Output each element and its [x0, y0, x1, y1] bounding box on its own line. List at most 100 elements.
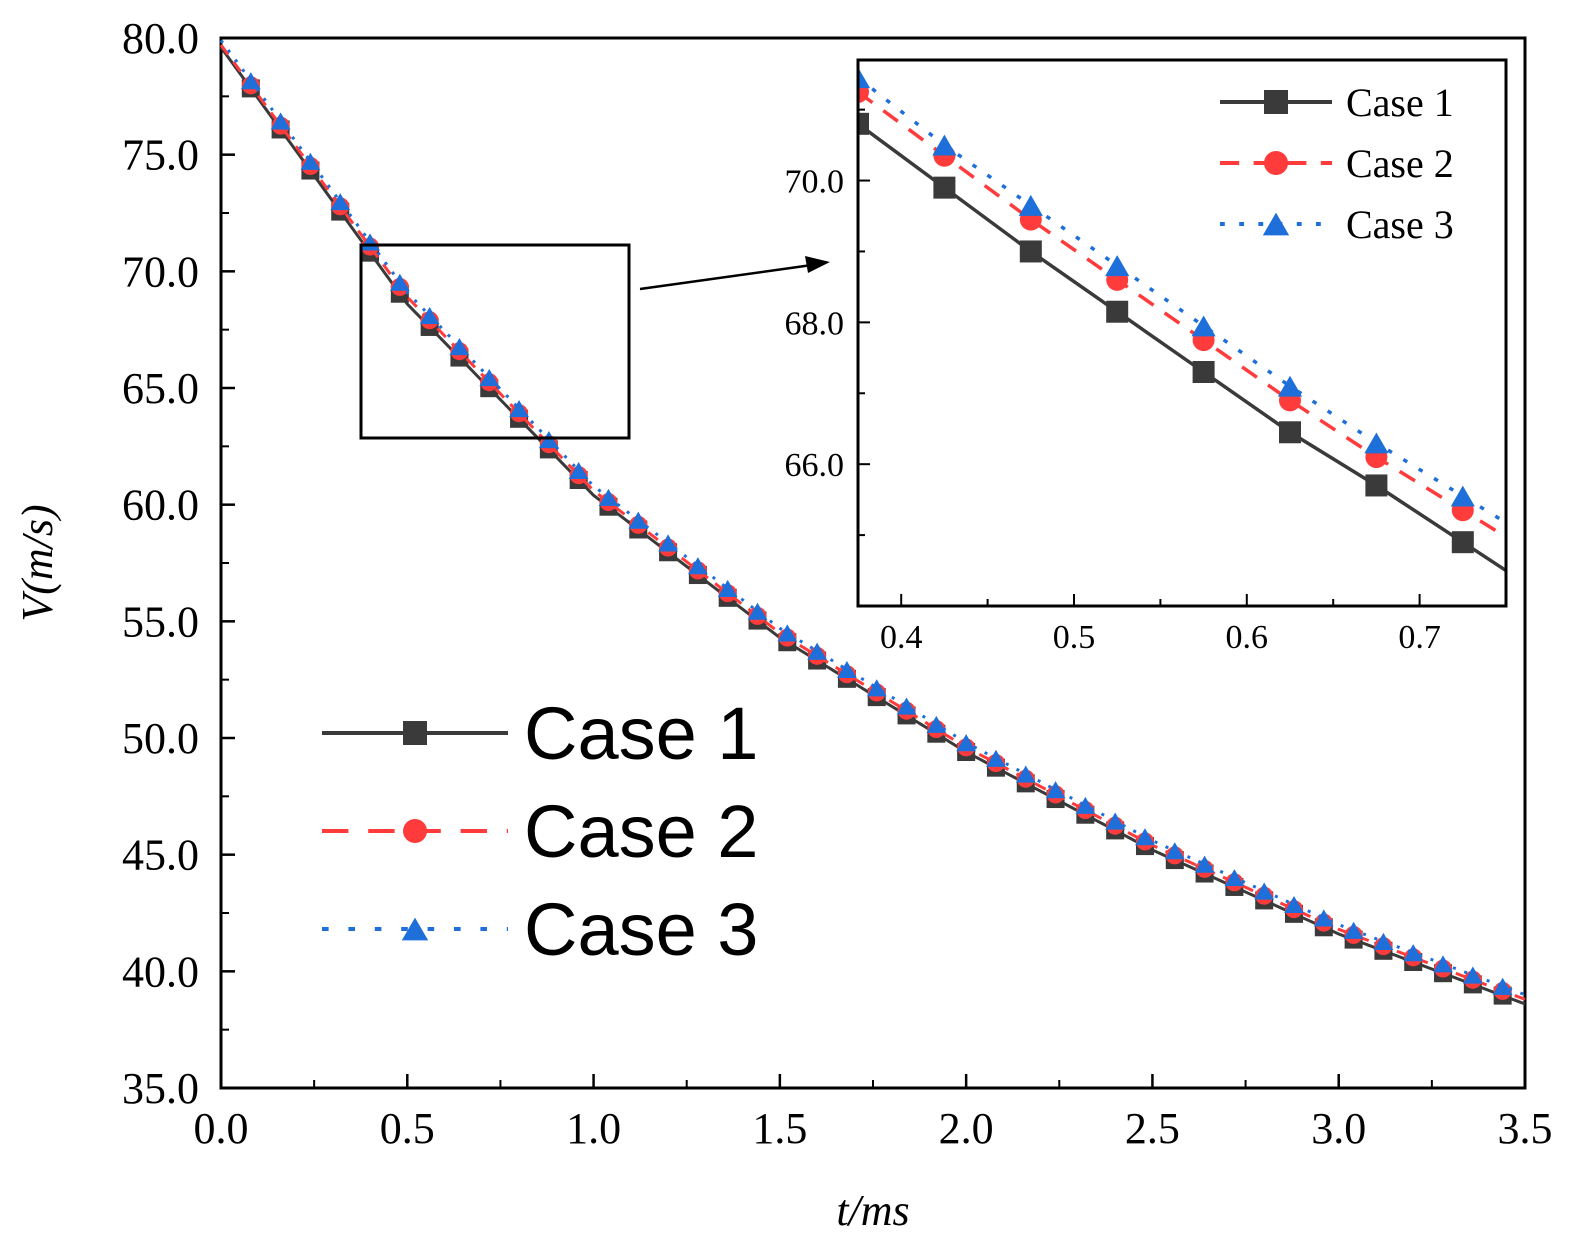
inset-case-3-marker [1450, 485, 1475, 507]
inset-series-layer [858, 67, 1506, 573]
inset-y-tick-label: 70.0 [785, 164, 845, 201]
inset-case-1-marker [1279, 421, 1301, 444]
inset-x-tick-label: 0.5 [1053, 619, 1096, 656]
case-3-marker [479, 368, 500, 387]
case-3-marker [568, 461, 589, 480]
case-3-marker [687, 557, 708, 575]
case-3-marker [598, 488, 619, 506]
inset-case-3-marker [932, 134, 957, 156]
inset-case-3-marker [1018, 194, 1043, 216]
inset-legend-case-2-label: Case 2 [1346, 141, 1454, 186]
case-3-marker [419, 307, 440, 325]
inset-background [858, 60, 1506, 606]
y-tick-label: 35.0 [122, 1064, 199, 1113]
case-3-marker [777, 624, 798, 642]
inset-legend-case-3-label: Case 3 [1346, 202, 1454, 247]
case-3-marker [956, 734, 977, 752]
x-tick-label: 0.0 [194, 1104, 249, 1153]
case-3-marker [240, 72, 261, 90]
case-3-marker [1492, 977, 1513, 995]
inset-legend-case-3-marker [1262, 212, 1290, 236]
inset-legend-case-1-label: Case 1 [1346, 80, 1454, 125]
case-3-marker [1194, 855, 1215, 873]
legend-case-2-label: Case 2 [524, 790, 758, 873]
case-3-line [219, 39, 1526, 997]
legend-case-1-label: Case 1 [524, 692, 758, 775]
case-3-marker [1313, 909, 1334, 927]
y-tick-label: 70.0 [122, 247, 199, 296]
y-axis-title: V(m/s) [13, 504, 62, 621]
x-axis-title: t/ms [836, 1186, 909, 1235]
case-3-marker [1343, 921, 1364, 939]
inset-case-1-marker [1365, 474, 1388, 497]
case-3-marker [1403, 944, 1424, 962]
inset-case-3-marker [858, 67, 871, 89]
y-tick-label: 55.0 [122, 597, 199, 646]
case-3-marker [896, 697, 917, 715]
case-3-marker [1164, 842, 1185, 860]
case-3-marker [270, 112, 291, 130]
case-3-marker [717, 579, 738, 598]
inset-case-1-marker [858, 112, 869, 135]
case-3-marker [1373, 932, 1394, 951]
main-legend: Case 1 Case 2 Case 3 [322, 692, 758, 971]
inset-y-tick-label: 68.0 [785, 305, 845, 342]
case-3-marker [449, 338, 470, 356]
inset-case-3-marker [1105, 255, 1130, 277]
legend-case-3-marker [401, 917, 429, 941]
case-3-marker [866, 679, 887, 697]
y-tick-label: 75.0 [122, 131, 199, 180]
main-tick-labels: 0.0 0.5 1.0 1.5 2.0 2.5 3.0 3.5 35.0 40.0 45.0 50.0… [122, 14, 1553, 1153]
case-3-marker [1462, 966, 1483, 984]
inset-legend-case-2-marker [1264, 151, 1288, 175]
inset-x-tick-label: 0.6 [1226, 619, 1269, 656]
inset-plot-frame [856, 58, 1508, 608]
case-3-marker [747, 602, 768, 620]
case-3-marker [986, 749, 1006, 767]
inset-case-1-marker [1192, 361, 1215, 383]
case-3-marker [389, 273, 410, 291]
case-3-marker [807, 642, 828, 660]
inset-y-tick-label: 66.0 [785, 447, 845, 484]
zoom-region-box [359, 243, 631, 440]
y-tick-label: 80.0 [122, 14, 199, 63]
case-3-marker [330, 193, 351, 211]
case-3-marker [1284, 895, 1304, 914]
case-3-marker [1254, 882, 1275, 900]
legend-case-2-marker [403, 819, 427, 843]
inset-case-3-marker [1277, 375, 1303, 397]
y-tick-label: 60.0 [122, 481, 199, 530]
case-3-marker [509, 399, 529, 418]
main-series-layer [219, 39, 1526, 1006]
inset-case-3-marker [1364, 432, 1389, 454]
case-3-marker [926, 715, 947, 733]
legend-case-3-label: Case 3 [524, 888, 758, 971]
legend-case-1-marker [403, 721, 427, 745]
inset-x-tick-label: 0.4 [880, 619, 923, 656]
inset-case-1-marker [1106, 300, 1129, 323]
y-tick-label: 65.0 [122, 364, 199, 413]
x-tick-label: 1.0 [566, 1104, 621, 1153]
inset-legend: Case 1 Case 2 Case 3 [1220, 80, 1454, 247]
case-3-marker [1075, 796, 1096, 814]
inset-x-tick-label: 0.7 [1398, 619, 1441, 656]
inset-tick-labels: 0.4 0.5 0.6 0.7 66.0 68.0 70.0 [785, 164, 1441, 656]
x-tick-label: 1.5 [752, 1104, 807, 1153]
case-3-marker [1015, 765, 1036, 783]
case-3-marker [1105, 812, 1126, 830]
inset-case-1-marker [1451, 531, 1474, 554]
x-tick-label: 3.5 [1498, 1104, 1553, 1153]
x-tick-label: 3.0 [1311, 1104, 1366, 1153]
zoom-arrow [639, 263, 813, 291]
case-3-marker [837, 660, 857, 679]
case-3-marker [300, 152, 321, 170]
main-axis-ticks [219, 36, 1527, 1090]
x-tick-label: 0.5 [380, 1104, 435, 1153]
y-tick-label: 45.0 [122, 831, 199, 880]
y-tick-label: 50.0 [122, 714, 199, 763]
case-3-marker [1433, 955, 1453, 973]
y-tick-label: 40.0 [122, 947, 199, 996]
inset-case-3-marker [1191, 315, 1216, 337]
inset-legend-case-1-marker [1264, 90, 1288, 114]
